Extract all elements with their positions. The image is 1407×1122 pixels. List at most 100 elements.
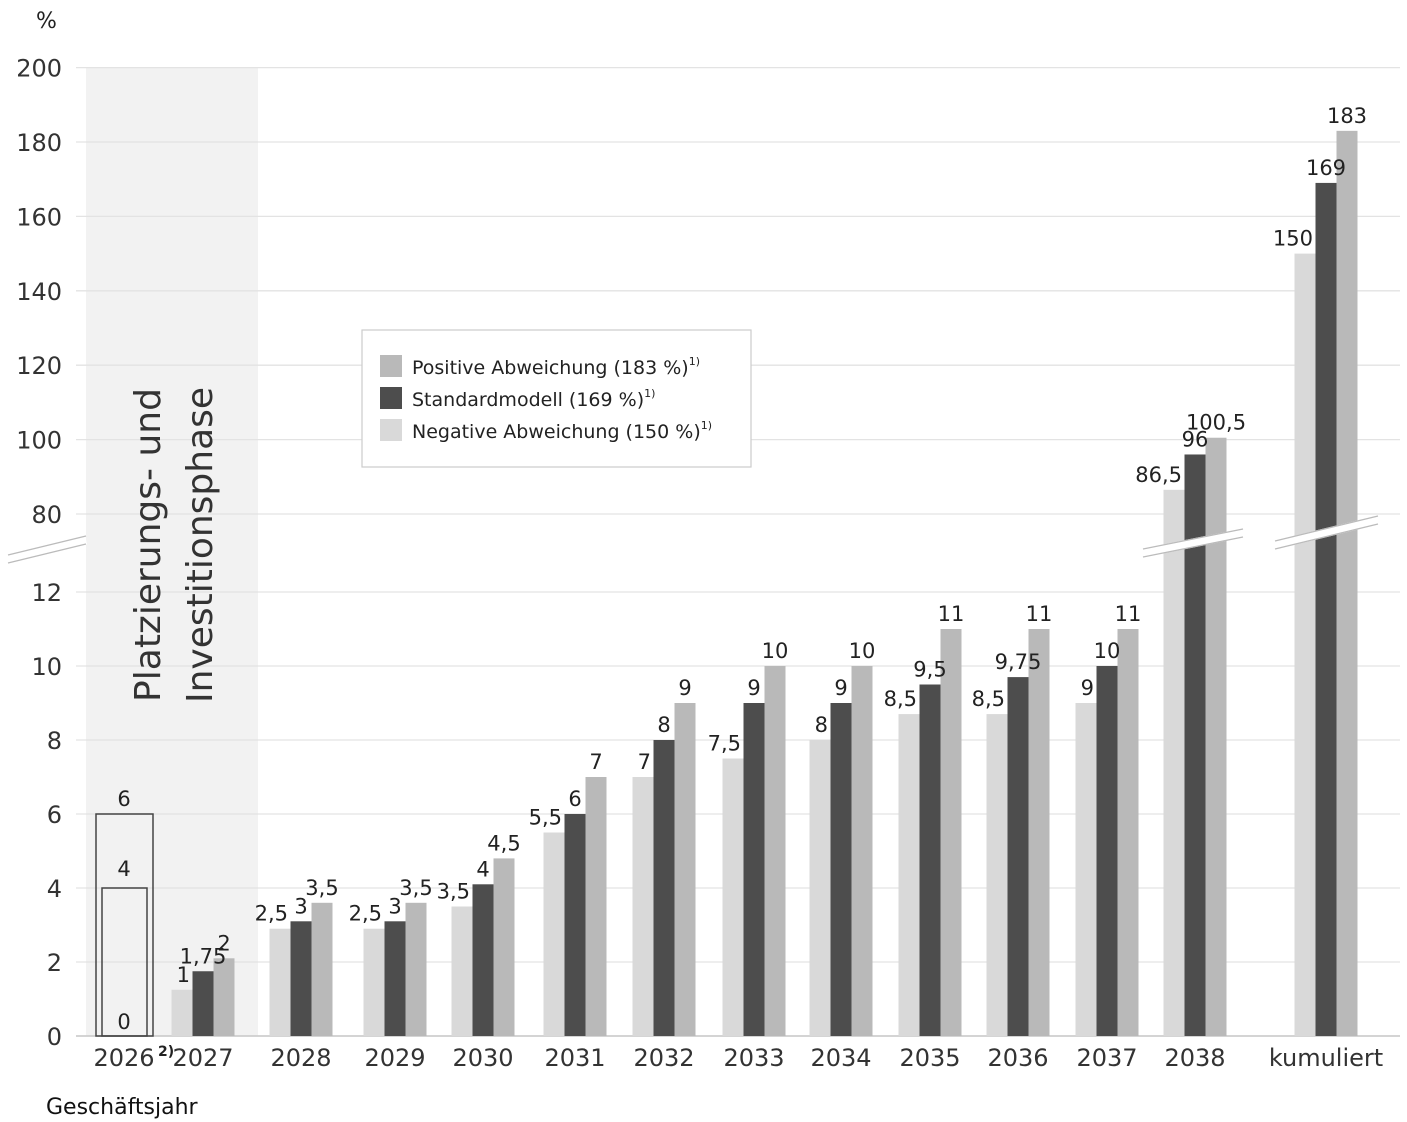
- y-tick-label: 6: [47, 801, 62, 829]
- axis-break-gap: [6, 535, 88, 564]
- data-label: 7: [589, 750, 602, 774]
- bar: [472, 884, 494, 1036]
- first-year-box: [101, 887, 148, 1037]
- legend-box: [361, 329, 752, 468]
- phase-label-line2: Investitionsphase: [180, 387, 221, 703]
- data-label: 10: [1094, 639, 1121, 663]
- first-year-boxes: 6 4 0: [95, 787, 154, 1037]
- bar: [384, 921, 406, 1036]
- first-year-box-label: 0: [117, 1010, 130, 1034]
- bar: [743, 703, 765, 1036]
- data-label: 2,5: [255, 902, 288, 926]
- data-label: 169: [1306, 156, 1346, 180]
- x-tick-label: 2028: [270, 1044, 331, 1072]
- y-tick-label: 180: [16, 129, 62, 157]
- legend-swatch: [380, 355, 402, 377]
- legend-footnote: 1): [701, 419, 712, 432]
- x-tick-label: 2035: [899, 1044, 960, 1072]
- data-label: 3,5: [437, 880, 470, 904]
- legend: Positive Abweichung (183 %)1) Standardmod…: [361, 329, 752, 468]
- axis-break-line: [7, 535, 87, 556]
- axis-break-line: [1142, 536, 1244, 558]
- bar: [1184, 454, 1206, 1037]
- bar: [1096, 666, 1118, 1036]
- data-label: 4,5: [487, 831, 520, 855]
- axis-break-gap: [1142, 528, 1244, 558]
- first-year-box-label: 6: [117, 787, 130, 811]
- legend-label: Negative Abweichung (150 %)1): [412, 419, 712, 443]
- bar: [674, 703, 696, 1036]
- data-label: 3,5: [305, 876, 338, 900]
- axis-breaks: [6, 515, 1380, 564]
- bar: [1028, 629, 1050, 1036]
- bar: [764, 666, 786, 1036]
- data-label: 3: [388, 894, 401, 918]
- data-label: 96: [1182, 427, 1209, 451]
- legend-label: Standardmodell (169 %)1): [412, 387, 655, 411]
- x-axis: 2026 2027 2028 2029 2030 2031 2032 2033 2034 2035…: [93, 1044, 1383, 1072]
- x-tick-label: kumuliert: [1269, 1044, 1383, 1072]
- data-label: 11: [1026, 602, 1053, 626]
- bar: [986, 714, 1008, 1036]
- phase-shade: [86, 68, 258, 1036]
- bar: [722, 758, 744, 1036]
- bar: [451, 906, 473, 1036]
- data-label: 1: [177, 963, 190, 987]
- bar: [405, 902, 427, 1036]
- data-label: 8: [815, 713, 828, 737]
- bar: [171, 989, 193, 1036]
- y-tick-label: 8: [47, 727, 62, 755]
- bar: [1117, 629, 1139, 1036]
- bar: [1315, 182, 1337, 1037]
- y-tick-label: 10: [31, 653, 62, 681]
- axis-break-line: [1142, 528, 1244, 550]
- data-label: 6: [568, 787, 581, 811]
- x-tick-label: 2027: [172, 1044, 233, 1072]
- bar: [919, 684, 941, 1036]
- bar: [585, 777, 607, 1036]
- x-tick-label: 2029: [364, 1044, 425, 1072]
- x-tick-label: 2033: [723, 1044, 784, 1072]
- bar: [1163, 489, 1185, 1036]
- data-label: 7: [638, 750, 651, 774]
- bar: [290, 921, 312, 1036]
- legend-swatch: [380, 419, 402, 441]
- legend-swatch: [380, 387, 402, 409]
- bar: [898, 714, 920, 1036]
- phase-label-line1: Platzierungs- und: [128, 388, 169, 702]
- data-label: 7,5: [708, 732, 741, 756]
- data-label: 150: [1273, 227, 1313, 251]
- axis-break-gap: [1273, 515, 1380, 550]
- first-year-box-label: 4: [117, 857, 130, 881]
- bar: [213, 958, 235, 1036]
- data-label: 100,5: [1186, 411, 1246, 435]
- y-tick-label: 200: [16, 55, 62, 83]
- data-label: 8: [657, 713, 670, 737]
- bar: [493, 858, 515, 1036]
- y-tick-label: 2: [47, 949, 62, 977]
- bar: [1205, 437, 1227, 1036]
- legend-footnote: 1): [644, 387, 655, 400]
- bar: [363, 928, 385, 1036]
- data-label: 9: [747, 676, 760, 700]
- data-label: 2,5: [349, 902, 382, 926]
- data-label: 11: [1115, 602, 1142, 626]
- bar: [830, 703, 852, 1036]
- bar: [1007, 677, 1029, 1036]
- bar: [653, 740, 675, 1036]
- x-tick-label: 2030: [452, 1044, 513, 1072]
- bar: [543, 832, 565, 1036]
- x-tick-footnote: 2): [158, 1044, 174, 1060]
- bar: [1336, 130, 1358, 1037]
- x-tick-label: 2034: [810, 1044, 871, 1072]
- data-label: 10: [762, 639, 789, 663]
- x-tick-label: 2031: [544, 1044, 605, 1072]
- axis-break-line: [1274, 515, 1379, 542]
- data-label: 1,75: [180, 944, 227, 968]
- bar: [311, 902, 333, 1036]
- y-tick-label: 100: [16, 427, 62, 455]
- axis-break-line: [1274, 523, 1379, 550]
- bar: [564, 814, 586, 1036]
